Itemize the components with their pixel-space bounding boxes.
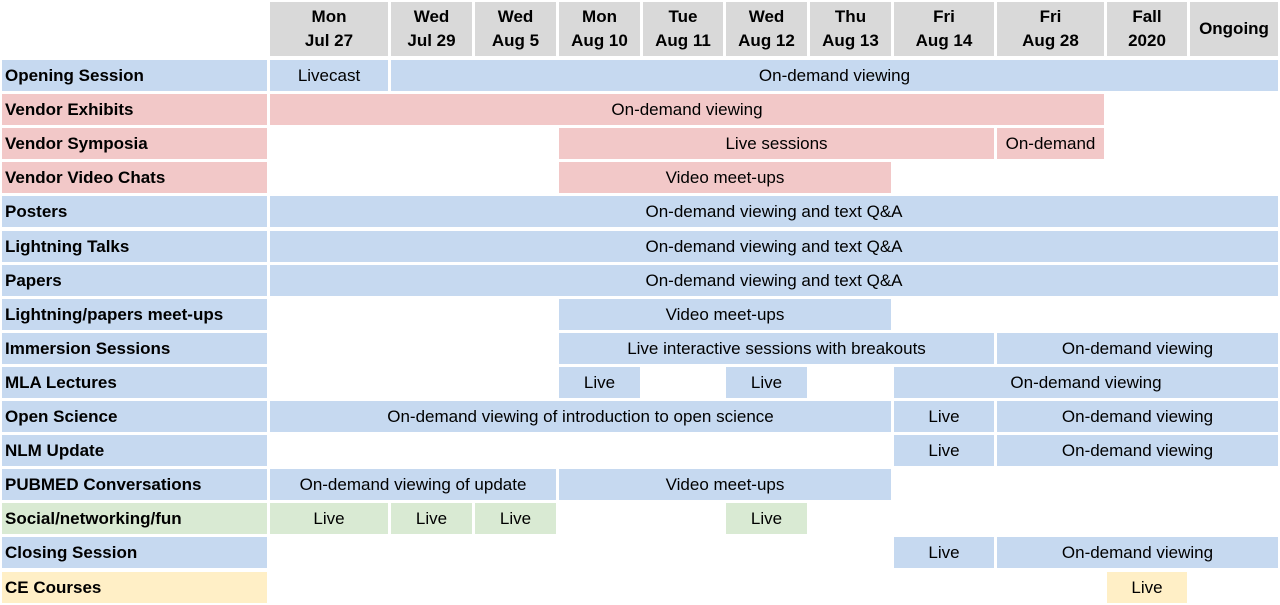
- row-label: Vendor Exhibits: [2, 94, 267, 125]
- column-header: Tue Aug 11: [643, 2, 723, 56]
- schedule-cell: Live sessions: [559, 128, 994, 159]
- schedule-cell: Live: [894, 401, 994, 432]
- schedule-cell: On-demand viewing: [391, 60, 1278, 91]
- column-header-line1: Mon: [311, 7, 347, 26]
- schedule-cell: Video meet-ups: [559, 162, 891, 193]
- row-label: CE Courses: [2, 572, 267, 603]
- schedule-cell: On-demand viewing and text Q&A: [270, 196, 1278, 227]
- column-header: Mon Jul 27: [270, 2, 388, 56]
- row-label: Papers: [2, 265, 267, 296]
- column-header-line2: Aug 12: [738, 31, 795, 50]
- column-header-line1: Fri: [1039, 7, 1062, 26]
- schedule-cell: Livecast: [270, 60, 388, 91]
- schedule-cell: Live: [270, 503, 388, 534]
- schedule-cell: Live: [726, 503, 807, 534]
- schedule-cell: Live: [726, 367, 807, 398]
- schedule-cell: Live: [894, 435, 994, 466]
- schedule-cell: Live: [894, 537, 994, 568]
- column-header-line2: Jul 27: [304, 31, 354, 50]
- schedule-cell: On-demand viewing: [997, 333, 1278, 364]
- column-header: Fall 2020: [1107, 2, 1187, 56]
- column-header-line1: Tue: [668, 7, 698, 26]
- column-header-line2: Aug 5: [491, 31, 540, 50]
- column-header: Wed Jul 29: [391, 2, 472, 56]
- column-header-line1: Fri: [933, 7, 955, 26]
- schedule-cell: Live: [1107, 572, 1187, 603]
- column-header: Ongoing: [1190, 2, 1278, 56]
- schedule-cell: On-demand: [997, 128, 1104, 159]
- row-label: PUBMED Conversations: [2, 469, 267, 500]
- schedule-cell: On-demand viewing: [270, 94, 1104, 125]
- schedule-cell: Live: [391, 503, 472, 534]
- schedule-cell: Live: [559, 367, 640, 398]
- row-label: Opening Session: [2, 60, 267, 91]
- column-header-line1: Mon: [582, 7, 617, 26]
- schedule-cell: On-demand viewing: [997, 435, 1278, 466]
- schedule-cell: On-demand viewing: [894, 367, 1278, 398]
- column-header: Wed Aug 5: [475, 2, 556, 56]
- schedule-cell: On-demand viewing: [997, 401, 1278, 432]
- schedule-cell: Live interactive sessions with breakouts: [559, 333, 994, 364]
- column-header: Thu Aug 13: [810, 2, 891, 56]
- column-header-line1: Wed: [748, 7, 785, 26]
- schedule-cell: On-demand viewing of introduction to ope…: [270, 401, 891, 432]
- column-header-line2: Aug 10: [571, 31, 628, 50]
- schedule-cell: On-demand viewing of update: [270, 469, 556, 500]
- row-label: Immersion Sessions: [2, 333, 267, 364]
- column-header-line2: Jul 29: [407, 31, 456, 50]
- column-header-line1: Fall: [1132, 7, 1162, 26]
- column-header-line1: Ongoing: [1199, 19, 1269, 38]
- row-label: Vendor Symposia: [2, 128, 267, 159]
- column-header-line2: Aug 11: [655, 31, 711, 50]
- column-header-line1: Wed: [497, 7, 534, 26]
- row-label: Lightning/papers meet-ups: [2, 299, 267, 330]
- row-label: MLA Lectures: [2, 367, 267, 398]
- row-label: Closing Session: [2, 537, 267, 568]
- row-label: NLM Update: [2, 435, 267, 466]
- row-label: Lightning Talks: [2, 231, 267, 262]
- column-header: Fri Aug 28: [997, 2, 1104, 56]
- column-header-line1: Wed: [413, 7, 450, 26]
- schedule-cell: Live: [475, 503, 556, 534]
- schedule-cell: On-demand viewing: [997, 537, 1278, 568]
- schedule-cell: Video meet-ups: [559, 299, 891, 330]
- row-label: Posters: [2, 196, 267, 227]
- column-header: Fri Aug 14: [894, 2, 994, 56]
- column-header-line2: Aug 28: [1022, 31, 1079, 50]
- column-header: Wed Aug 12: [726, 2, 807, 56]
- schedule-cell: On-demand viewing and text Q&A: [270, 231, 1278, 262]
- row-label: Social/networking/fun: [2, 503, 267, 534]
- row-label: Open Science: [2, 401, 267, 432]
- column-header: Mon Aug 10: [559, 2, 640, 56]
- column-header-line1: Thu: [834, 7, 867, 26]
- schedule-cell: On-demand viewing and text Q&A: [270, 265, 1278, 296]
- row-label: Vendor Video Chats: [2, 162, 267, 193]
- column-header-line2: Aug 13: [822, 31, 879, 50]
- column-header-line2: 2020: [1128, 31, 1166, 50]
- schedule-cell: Video meet-ups: [559, 469, 891, 500]
- column-header-line2: Aug 14: [915, 31, 973, 50]
